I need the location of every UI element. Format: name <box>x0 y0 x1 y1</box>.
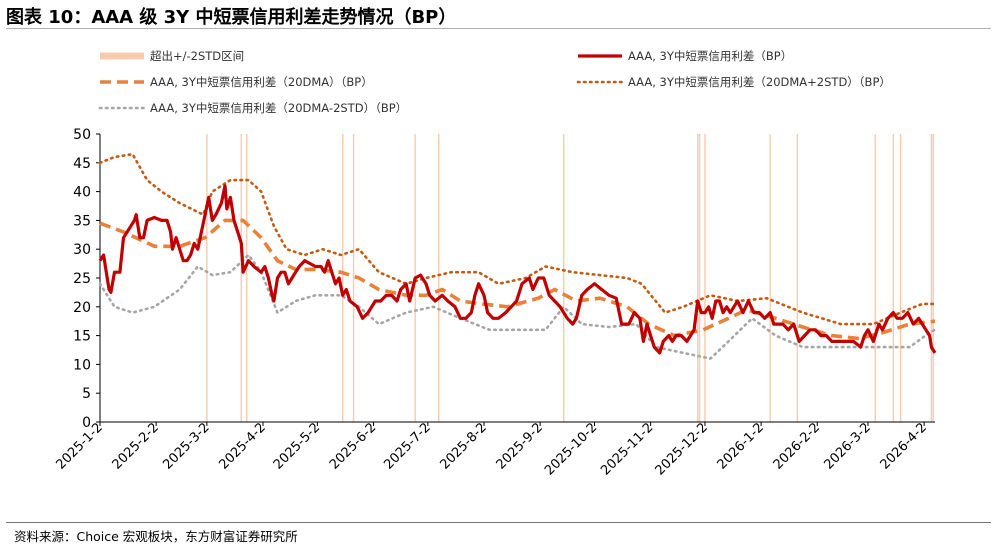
y-tick-label: 25 <box>73 271 91 287</box>
x-tick-label: 2025-10-2 <box>542 420 600 478</box>
legend-item: 超出+/-2STD区间 <box>100 49 244 63</box>
series-line-3 <box>98 253 937 360</box>
page-title: 图表 10：AAA 级 3Y 中短票信用利差走势情况（BP） <box>6 7 457 28</box>
series-line-1 <box>99 218 936 341</box>
legend-label: AAA, 3Y中短票信用利差（BP） <box>628 49 792 63</box>
x-tick-label: 2025-6-2 <box>327 420 379 472</box>
y-tick-label: 15 <box>73 329 91 345</box>
y-tick-label: 0 <box>82 415 91 431</box>
std-band-markers <box>206 134 934 422</box>
x-tick-label: 2025-12-2 <box>653 420 711 478</box>
series-lines <box>98 152 937 360</box>
x-tick-label: 2025-8-2 <box>437 420 489 472</box>
series-line-0 <box>98 184 937 355</box>
legend-label: AAA, 3Y中短票信用利差（20DMA）（BP） <box>150 75 373 89</box>
title-divider <box>6 28 991 29</box>
x-tick-label: 2025-3-2 <box>160 420 212 472</box>
chart-legend: 超出+/-2STD区间 AAA, 3Y中短票信用利差（BP） AAA, 3Y中短票信… <box>98 49 891 115</box>
x-tick-label: 2026-1-2 <box>715 420 767 472</box>
legend-label: 超出+/-2STD区间 <box>150 49 244 63</box>
credit-spread-line-chart: 超出+/-2STD区间 AAA, 3Y中短票信用利差（BP） AAA, 3Y中短票信… <box>53 49 937 478</box>
x-tick-label: 2026-2-2 <box>771 420 823 472</box>
x-tick-label: 2025-5-2 <box>271 420 323 472</box>
y-tick-label: 10 <box>73 357 91 373</box>
y-tick-label: 5 <box>82 386 91 402</box>
x-tick-label: 2025-9-2 <box>494 420 546 472</box>
legend-label: AAA, 3Y中短票信用利差（20DMA+2STD）（BP） <box>628 75 891 89</box>
legend-item: AAA, 3Y中短票信用利差（20DMA+2STD）（BP） <box>576 75 891 89</box>
legend-item: AAA, 3Y中短票信用利差（BP） <box>578 49 792 63</box>
x-tick-label: 2025-11-2 <box>598 420 656 478</box>
x-tick-label: 2026-4-2 <box>878 420 930 472</box>
series-line-2 <box>98 152 937 326</box>
source-divider <box>6 522 991 523</box>
x-tick-label: 2025-2-2 <box>110 420 162 472</box>
x-tick-label: 2025-4-2 <box>217 420 269 472</box>
chart-axes <box>96 133 935 426</box>
y-tick-label: 35 <box>73 213 91 229</box>
y-tick-label: 30 <box>73 242 91 258</box>
y-tick-label: 45 <box>73 156 91 172</box>
x-tick-label: 2025-7-2 <box>381 420 433 472</box>
legend-item: AAA, 3Y中短票信用利差（20DMA-2STD）（BP） <box>98 101 407 115</box>
legend-item: AAA, 3Y中短票信用利差（20DMA）（BP） <box>100 75 373 89</box>
y-tick-label: 40 <box>73 185 91 201</box>
source-note: 资料来源：Choice 宏观板块，东方财富证券研究所 <box>14 529 298 544</box>
x-tick-label: 2025-1-2 <box>53 420 105 472</box>
legend-label: AAA, 3Y中短票信用利差（20DMA-2STD）（BP） <box>150 101 407 115</box>
y-tick-label: 20 <box>73 300 91 316</box>
x-tick-label: 2026-3-2 <box>821 420 873 472</box>
y-tick-label: 50 <box>73 127 91 143</box>
